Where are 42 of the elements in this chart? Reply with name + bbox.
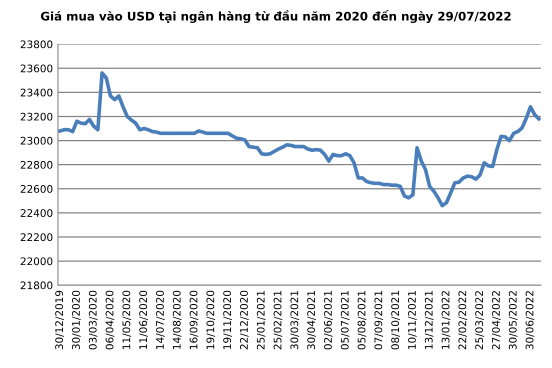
y-tick-label: 22800	[20, 160, 52, 169]
x-tick-label: 25/01/2021	[256, 291, 266, 350]
x-tick-label: 03/03/2020	[88, 290, 98, 350]
y-tick-label: 21800	[20, 281, 52, 290]
x-tick-label: 30/01/2020	[72, 290, 81, 350]
x-tick-label: 14/08/2020	[172, 290, 182, 349]
x-tick-label: 13/12/2021	[424, 291, 434, 349]
x-tick-label: 13/01/2022	[442, 291, 450, 349]
y-tick-label: 23600	[20, 64, 52, 72]
x-tick-label: 22/02/2022	[458, 291, 468, 350]
x-tick-label: 19/10/2020	[206, 290, 216, 349]
x-tick-label: 30/06/2022	[526, 291, 534, 350]
x-tick-label: 22/12/2020	[240, 290, 249, 350]
y-tick-label: 23800	[20, 40, 52, 48]
x-tick-label: 30/12/2019	[55, 290, 64, 350]
y-tick-label: 23000	[20, 136, 52, 145]
x-tick-label: 14/07/2020	[156, 290, 165, 349]
x-tick-label: 05/08/2021	[358, 291, 366, 350]
y-tick-label: 23400	[20, 88, 52, 96]
x-tick-label: 19/11/2020	[223, 290, 232, 349]
x-tick-label: 30/03/2021	[290, 291, 300, 350]
x-tick-label: 10/11/2021	[408, 291, 417, 349]
x-tick-label: 25/02/2021	[274, 291, 282, 350]
chart-title: Giá mua vào USD tại ngân hàng từ đầu năm 2020 đến ngày 29/07/2022	[40, 10, 511, 23]
y-tick-label: 22400	[20, 209, 52, 217]
y-tick-label: 22600	[20, 185, 52, 193]
x-tick-label: 08/10/2021	[391, 291, 400, 350]
x-tick-label: 07/09/2021	[374, 291, 384, 350]
x-tick-label: 11/06/2020	[139, 290, 148, 349]
x-tick-label: 02/06/2021	[324, 291, 333, 350]
x-tick-label: 16/09/2020	[190, 290, 198, 349]
y-tick-label: 22200	[20, 233, 52, 242]
x-tick-label: 05/07/2021	[340, 291, 350, 350]
x-tick-label: 30/04/2021	[307, 291, 316, 350]
x-tick-label: 27/04/2022	[492, 291, 501, 350]
x-tick-label: 30/05/2022	[508, 291, 518, 350]
x-tick-label: 11/05/2020	[122, 290, 132, 349]
x-tick-label: 25/03/2022	[475, 291, 484, 350]
y-tick-label: 22000	[20, 257, 52, 266]
x-tick-label: 06/04/2020	[106, 290, 114, 350]
y-tick-label: 23200	[20, 112, 52, 121]
line-series	[58, 71, 541, 208]
